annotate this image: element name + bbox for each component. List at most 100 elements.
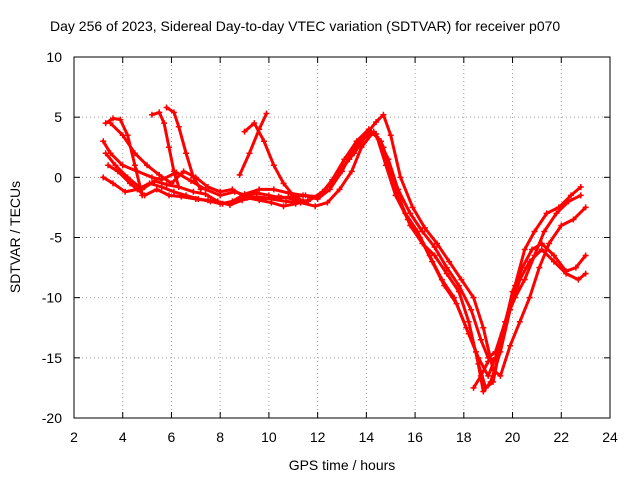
data-point <box>229 186 236 193</box>
data-point <box>146 180 153 187</box>
data-point <box>265 192 272 199</box>
series-track-2 <box>104 130 588 393</box>
x-tick-label: 20 <box>505 429 521 445</box>
data-point <box>124 132 131 139</box>
y-tick-label: -20 <box>42 410 62 426</box>
x-tick-label: 10 <box>261 429 277 445</box>
data-point <box>329 176 336 183</box>
series-track-11 <box>472 356 497 390</box>
data-point <box>507 342 514 349</box>
data-point <box>458 276 465 283</box>
data-point <box>455 282 462 289</box>
data-point <box>205 183 211 190</box>
data-point <box>536 264 543 271</box>
data-point <box>268 199 275 206</box>
data-point <box>543 210 550 217</box>
data-point <box>144 162 151 169</box>
data-point <box>387 132 394 139</box>
data-point <box>577 183 584 190</box>
data-point <box>443 270 450 277</box>
data-point <box>241 128 248 135</box>
data-point <box>475 354 482 361</box>
data-point <box>102 120 109 127</box>
data-point <box>109 115 116 122</box>
data-point <box>570 216 577 223</box>
data-point <box>336 186 343 193</box>
data-point <box>131 162 138 169</box>
data-point <box>183 192 190 199</box>
x-tick-label: 4 <box>119 429 127 445</box>
data-point <box>163 181 170 188</box>
data-point <box>526 294 533 301</box>
data-point <box>363 131 370 138</box>
data-point <box>392 192 399 199</box>
data-point <box>470 294 477 301</box>
data-point <box>158 183 165 190</box>
data-point <box>351 144 358 151</box>
data-point <box>443 264 450 271</box>
data-point <box>202 191 209 198</box>
data-point <box>153 186 160 193</box>
data-point <box>246 150 253 157</box>
data-point <box>326 186 333 193</box>
data-point <box>302 192 309 199</box>
data-point <box>470 384 477 391</box>
data-point <box>290 192 297 199</box>
data-point <box>168 180 175 187</box>
data-point <box>468 306 475 313</box>
x-tick-label: 8 <box>216 429 224 445</box>
data-point <box>375 135 382 142</box>
data-point <box>531 228 538 235</box>
data-point <box>170 188 177 195</box>
y-axis-label: SDTVAR / TECUs <box>7 181 23 293</box>
data-point <box>497 372 504 379</box>
series-track-9 <box>238 112 268 177</box>
data-point <box>161 120 168 127</box>
y-tick-label: -10 <box>42 290 62 306</box>
data-point <box>550 258 557 265</box>
data-point <box>348 168 355 175</box>
data-point <box>553 210 560 217</box>
data-point <box>122 188 129 195</box>
data-point <box>541 228 548 235</box>
y-tick-label: 5 <box>54 109 62 125</box>
data-point <box>558 222 565 229</box>
x-tick-label: 16 <box>407 429 423 445</box>
x-tick-label: 6 <box>168 429 176 445</box>
data-point <box>511 282 518 289</box>
data-point <box>139 192 146 199</box>
data-point <box>219 200 226 207</box>
data-point <box>217 188 224 195</box>
data-point <box>529 246 536 253</box>
series-track-8 <box>165 106 203 191</box>
data-point <box>339 168 345 175</box>
data-point <box>577 192 584 199</box>
data-point <box>148 111 155 118</box>
data-point <box>563 270 570 277</box>
data-point <box>565 198 572 205</box>
data-point <box>175 183 182 190</box>
x-tick-label: 14 <box>359 429 375 445</box>
data-point <box>492 354 499 361</box>
y-tick-label: -5 <box>50 230 63 246</box>
x-tick-label: 2 <box>70 429 78 445</box>
data-point <box>109 180 116 187</box>
x-tick-label: 22 <box>553 429 569 445</box>
data-point <box>397 174 404 181</box>
data-point <box>582 252 589 259</box>
data-series <box>100 104 589 395</box>
series-track-4 <box>101 127 583 360</box>
data-point <box>568 192 575 199</box>
data-point <box>170 168 177 175</box>
data-point <box>304 197 311 204</box>
data-point <box>166 144 173 151</box>
data-point <box>477 372 484 379</box>
data-point <box>419 228 426 235</box>
data-point <box>102 150 109 157</box>
data-point <box>446 258 453 265</box>
series-track-3 <box>106 132 583 378</box>
data-point <box>175 123 182 130</box>
data-point <box>385 156 392 163</box>
data-point <box>502 318 509 325</box>
